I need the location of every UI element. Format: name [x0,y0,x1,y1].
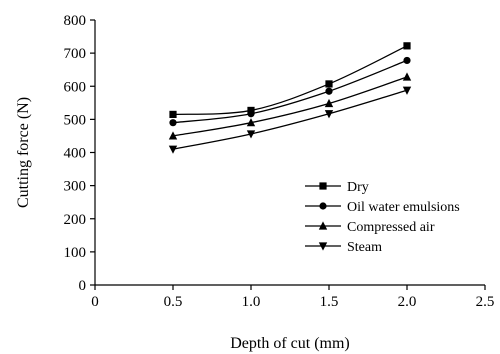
legend-marker [319,202,327,210]
x-axis-label: Depth of cut (mm) [230,335,350,352]
series-steam [168,86,412,154]
series-line-steam [172,89,408,150]
data-point-steam [246,130,256,139]
x-tick-label: 2.0 [398,294,417,310]
x-tick-label: 1.5 [320,294,339,310]
y-tick-label: 500 [64,112,87,128]
x-tick-label: 2.5 [476,294,495,310]
data-point-oil-water-emulsions [325,87,333,95]
legend-label: Steam [347,240,382,255]
series-line-dry [172,45,408,116]
data-point-steam [168,145,178,154]
legend-item-dry: Dry [305,180,369,195]
legend-label: Dry [347,180,369,195]
data-point-compressed-air [168,131,178,140]
y-tick-label: 0 [79,278,87,294]
data-point-compressed-air [402,72,412,81]
series-oil-water-emulsions [169,56,411,127]
x-tick-label: 1.0 [242,294,261,310]
data-point-dry [403,42,411,50]
x-tick-label: 0.5 [164,294,183,310]
legend-item-oil-water-emulsions: Oil water emulsions [305,200,460,215]
chart-axes: 0 0.5 1.0 1.5 2.0 2.5 0 100 200 300 400 500 600 700 80… [64,13,495,310]
y-tick-label: 700 [64,46,87,62]
series-dry [169,42,411,119]
legend-marker [318,221,328,230]
series-line-oil-water-emulsions [172,59,408,124]
data-point-steam [324,110,334,119]
x-tick-label: 0 [91,294,99,310]
y-tick-label: 400 [64,146,87,162]
data-point-steam [402,86,412,95]
data-point-oil-water-emulsions [169,119,177,127]
legend-item-compressed-air: Compressed air [305,220,435,235]
y-tick-label: 300 [64,179,87,195]
legend-label: Compressed air [347,220,435,235]
data-point-dry [169,110,177,119]
legend-marker [319,182,327,190]
data-point-dry [325,80,333,88]
chart-series [168,42,412,154]
legend-item-steam: Steam [305,240,382,255]
legend-label: Oil water emulsions [347,200,460,215]
data-point-oil-water-emulsions [247,110,255,118]
data-point-oil-water-emulsions [403,56,411,65]
data-point-compressed-air [324,98,334,108]
series-line-compressed-air [172,76,408,137]
y-tick-label: 800 [64,13,87,29]
y-axis-label: Cutting force (N) [15,97,32,208]
series-compressed-air [168,72,412,140]
legend-marker [318,242,328,251]
y-tick-label: 200 [64,212,87,228]
data-point-compressed-air [246,118,256,127]
y-tick-label: 100 [64,245,87,261]
chart-legend: Dry Oil water emulsions Compressed air Stea… [305,180,460,255]
y-tick-label: 600 [64,79,87,95]
